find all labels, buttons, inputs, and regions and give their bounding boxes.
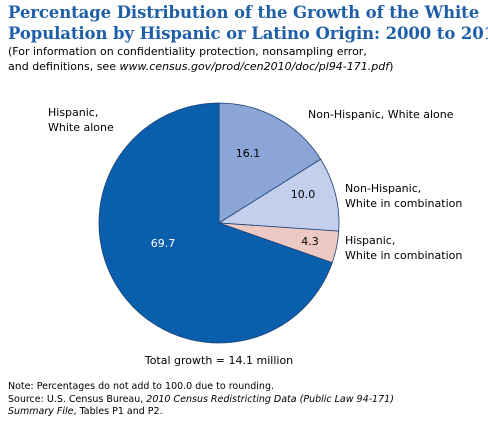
slice-category-label: Non-Hispanic, White alone <box>308 108 454 121</box>
pie-slice <box>218 102 322 224</box>
pie-slice-labels: Non-Hispanic, White alone Non-Hispanic, Wh… <box>48 106 462 262</box>
chart-notes: Note: Percentages do not add to 100.0 du… <box>8 381 486 419</box>
slice-category-label: Hispanic, <box>48 106 98 119</box>
note-line: Note: Percentages do not add to 100.0 du… <box>8 381 274 392</box>
subtitle-line-2: and definitions, see www.census.gov/prod… <box>8 59 486 74</box>
title-line-2: Population by Hispanic or Latino Origin:… <box>8 24 488 43</box>
pie-value-labels: 16.1 10.0 4.3 69.7 <box>151 147 319 250</box>
slice-value-label: 16.1 <box>236 147 261 160</box>
pie-slice <box>217 158 340 232</box>
slice-value-label: 69.7 <box>151 237 176 250</box>
source-line-2: Summary File, Tables P1 and P2. <box>8 406 486 419</box>
slice-category-label: Non-Hispanic, <box>345 182 421 195</box>
subtitle-url: www.census.gov/prod/cen2010/doc/pl94-171… <box>119 60 390 73</box>
pie-slices <box>98 102 340 344</box>
source-summary-file: Summary File <box>8 406 74 417</box>
chart-subtitle: (For information on confidentiality prot… <box>8 44 486 74</box>
source-tables: , Tables P1 and P2. <box>73 406 163 417</box>
slice-value-label: 10.0 <box>291 188 316 201</box>
chart-title: Percentage Distribution of the Growth of… <box>8 2 488 44</box>
slice-category-label: White alone <box>48 121 114 134</box>
subtitle-suffix: ) <box>389 60 394 73</box>
source-prefix: Source: U.S. Census Bureau, <box>8 393 147 405</box>
total-growth-caption: Total growth = 14.1 million <box>144 354 293 367</box>
slice-value-label: 4.3 <box>301 235 319 248</box>
title-line-1: Percentage Distribution of the Growth of… <box>8 3 480 22</box>
slice-category-label: White in combination <box>345 197 462 210</box>
source-title: 2010 Census Redistricting Data (Public L… <box>146 393 394 405</box>
slice-category-label: White in combination <box>345 249 462 262</box>
subtitle-line-1: (For information on confidentiality prot… <box>8 45 367 58</box>
subtitle-prefix: and definitions, see <box>8 60 120 73</box>
pie-slice <box>98 102 333 344</box>
slice-category-label: Hispanic, <box>345 234 395 247</box>
source-line-1: Source: U.S. Census Bureau, 2010 Census … <box>8 394 486 407</box>
